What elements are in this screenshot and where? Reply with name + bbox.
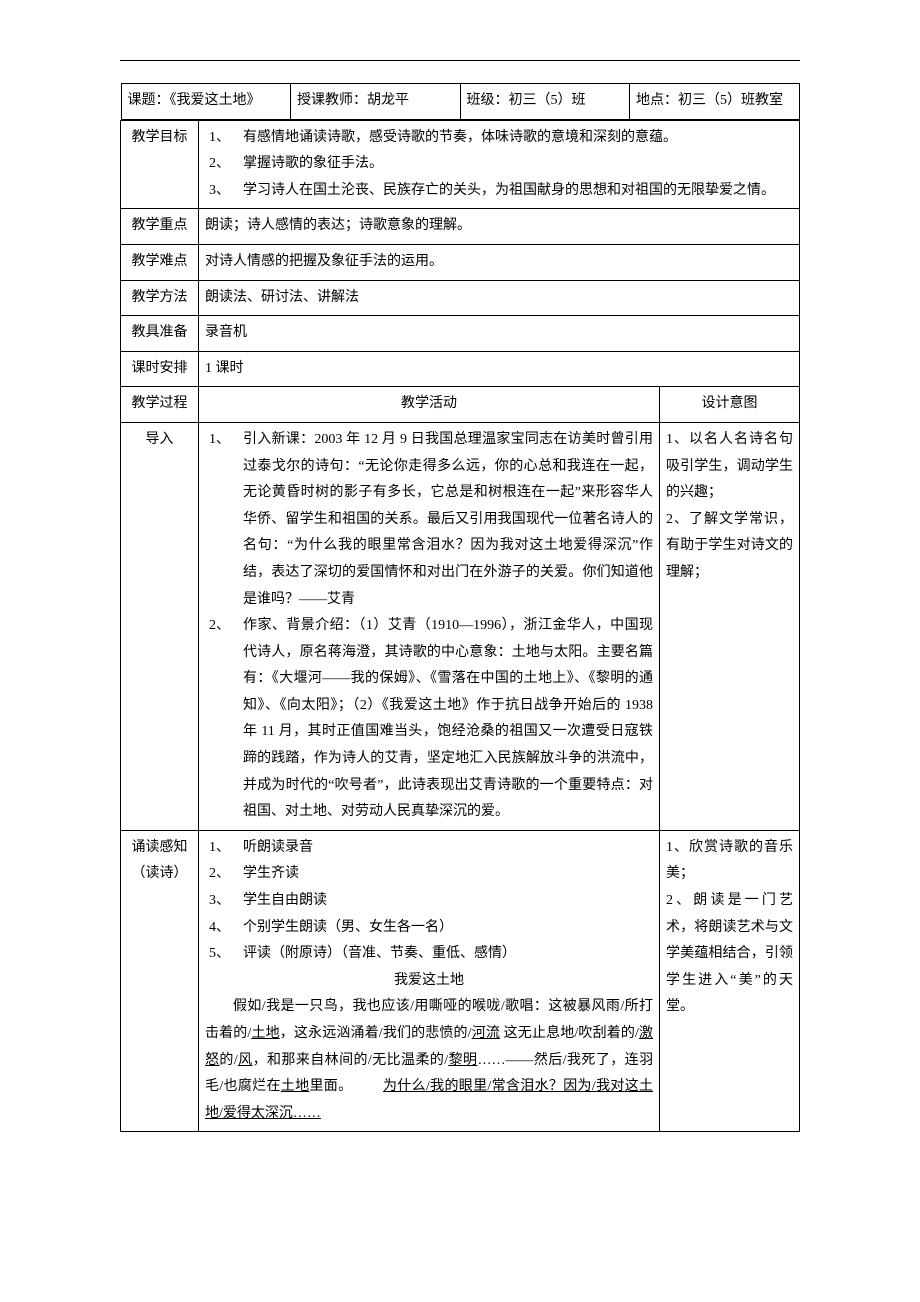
intro-activity: 引入新课：2003 年 12 月 9 日我国总理温家宝同志在访美时曾引用过泰戈尔… — [199, 422, 660, 830]
read-item-2: 学生齐读 — [209, 861, 653, 888]
method-value: 朗读法、研讨法、讲解法 — [199, 280, 800, 316]
process-header-row: 教学过程 教学活动 设计意图 — [121, 387, 800, 423]
poem-seg-1c: ，这永远汹涌着/我们的悲愤的/ — [280, 1026, 472, 1041]
goals-value: 有感情地诵读诗歌，感受诗歌的节奏，体味诗歌的意境和深刻的意蕴。 掌握诗歌的象征手… — [199, 120, 800, 209]
poem-u-river: 河流 — [472, 1026, 500, 1041]
place-value: 初三（5）班教室 — [678, 93, 783, 108]
activity-header: 教学活动 — [199, 387, 660, 423]
poem-title: 我爱这土地 — [205, 968, 653, 995]
poem-u-land1: 土地 — [251, 1026, 279, 1041]
topic-label: 课题： — [128, 93, 170, 108]
lesson-plan-table: 课题：《我爱这土地》 授课教师：胡龙平 班级：初三（5）班 地点：初三（5）班教… — [120, 83, 800, 1132]
poem-body: 假如/我是一只鸟，我也应该/用嘶哑的喉咙/歌唱：这被暴风雨/所打击着的/土地，这… — [205, 994, 653, 1127]
goal-item-3: 学习诗人在国土沦丧、民族存亡的关头，为祖国献身的思想和对祖国的无限挚爱之情。 — [209, 178, 793, 205]
intro-design: 1、以名人名诗名句吸引学生，调动学生的兴趣； 2、了解文学常识，有助于学生对诗文… — [660, 422, 800, 830]
poem-seg-1g: 的/ — [219, 1053, 237, 1068]
difficulty-value: 对诗人情感的把握及象征手法的运用。 — [199, 244, 800, 280]
intro-item-2: 作家、背景介绍：（1）艾青（1910—1996），浙江金华人，中国现代诗人，原名… — [209, 613, 653, 826]
header-row: 课题：《我爱这土地》 授课教师：胡龙平 班级：初三（5）班 地点：初三（5）班教… — [121, 83, 800, 120]
teacher-label: 授课教师： — [297, 93, 367, 108]
topic-cell: 课题：《我爱这土地》 — [121, 84, 291, 120]
read-label: 诵读感知 （读诗） — [121, 830, 199, 1132]
place-cell: 地点：初三（5）班教室 — [630, 84, 800, 120]
focus-row: 教学重点 朗读；诗人感情的表达；诗歌意象的理解。 — [121, 209, 800, 245]
read-label-line2: （读诗） — [127, 861, 192, 888]
header-subtable: 课题：《我爱这土地》 授课教师：胡龙平 班级：初三（5）班 地点：初三（5）班教… — [121, 83, 800, 120]
poem-u-dawn: 黎明 — [448, 1053, 477, 1068]
process-label: 教学过程 — [121, 387, 199, 423]
design-header: 设计意图 — [660, 387, 800, 423]
periods-value: 1 课时 — [199, 351, 800, 387]
intro-label: 导入 — [121, 422, 199, 830]
goal-item-1: 有感情地诵读诗歌，感受诗歌的节奏，体味诗歌的意境和深刻的意蕴。 — [209, 125, 793, 152]
read-item-1: 听朗读录音 — [209, 835, 653, 862]
poem-seg-1e: 这无止息地/吹刮着的/ — [500, 1026, 639, 1041]
rule-top — [120, 60, 800, 61]
intro-item-1: 引入新课：2003 年 12 月 9 日我国总理温家宝同志在访美时曾引用过泰戈尔… — [209, 427, 653, 613]
tools-row: 教具准备 录音机 — [121, 316, 800, 352]
tools-value: 录音机 — [199, 316, 800, 352]
focus-label: 教学重点 — [121, 209, 199, 245]
read-item-4: 个别学生朗读（男、女生各一名） — [209, 915, 653, 942]
class-label: 班级： — [467, 93, 509, 108]
poem-seg-1m: 里面。 — [309, 1079, 352, 1094]
read-item-5: 评读（附原诗）（音准、节奏、重低、感情） — [209, 941, 653, 968]
tools-label: 教具准备 — [121, 316, 199, 352]
read-design: 1、欣赏诗歌的音乐美； 2、朗读是一门艺术，将朗读艺术与文学美蕴相结合，引领学生… — [660, 830, 800, 1132]
method-row: 教学方法 朗读法、研讨法、讲解法 — [121, 280, 800, 316]
page: 课题：《我爱这土地》 授课教师：胡龙平 班级：初三（5）班 地点：初三（5）班教… — [0, 0, 920, 1172]
periods-label: 课时安排 — [121, 351, 199, 387]
read-activity: 听朗读录音 学生齐读 学生自由朗读 个别学生朗读（男、女生各一名） 评读（附原诗… — [199, 830, 660, 1132]
goals-row: 教学目标 有感情地诵读诗歌，感受诗歌的节奏，体味诗歌的意境和深刻的意蕴。 掌握诗… — [121, 120, 800, 209]
read-label-line1: 诵读感知 — [127, 835, 192, 862]
periods-row: 课时安排 1 课时 — [121, 351, 800, 387]
difficulty-row: 教学难点 对诗人情感的把握及象征手法的运用。 — [121, 244, 800, 280]
read-row: 诵读感知 （读诗） 听朗读录音 学生齐读 学生自由朗读 个别学生朗读（男、女生各… — [121, 830, 800, 1132]
poem-u-wind: 风 — [238, 1053, 253, 1068]
focus-value: 朗读；诗人感情的表达；诗歌意象的理解。 — [199, 209, 800, 245]
poem-seg-1i: ，和那来自林间的/无比温柔的/ — [253, 1053, 449, 1068]
teacher-cell: 授课教师：胡龙平 — [291, 84, 461, 120]
read-item-3: 学生自由朗读 — [209, 888, 653, 915]
difficulty-label: 教学难点 — [121, 244, 199, 280]
poem-u-land2: 土地 — [281, 1079, 310, 1094]
class-cell: 班级：初三（5）班 — [460, 84, 630, 120]
class-value: 初三（5）班 — [509, 93, 586, 108]
place-label: 地点： — [636, 93, 678, 108]
intro-row: 导入 引入新课：2003 年 12 月 9 日我国总理温家宝同志在访美时曾引用过… — [121, 422, 800, 830]
method-label: 教学方法 — [121, 280, 199, 316]
topic-value: 《我爱这土地》 — [170, 93, 261, 108]
teacher-value: 胡龙平 — [367, 93, 409, 108]
goal-item-2: 掌握诗歌的象征手法。 — [209, 151, 793, 178]
goals-label: 教学目标 — [121, 120, 199, 209]
